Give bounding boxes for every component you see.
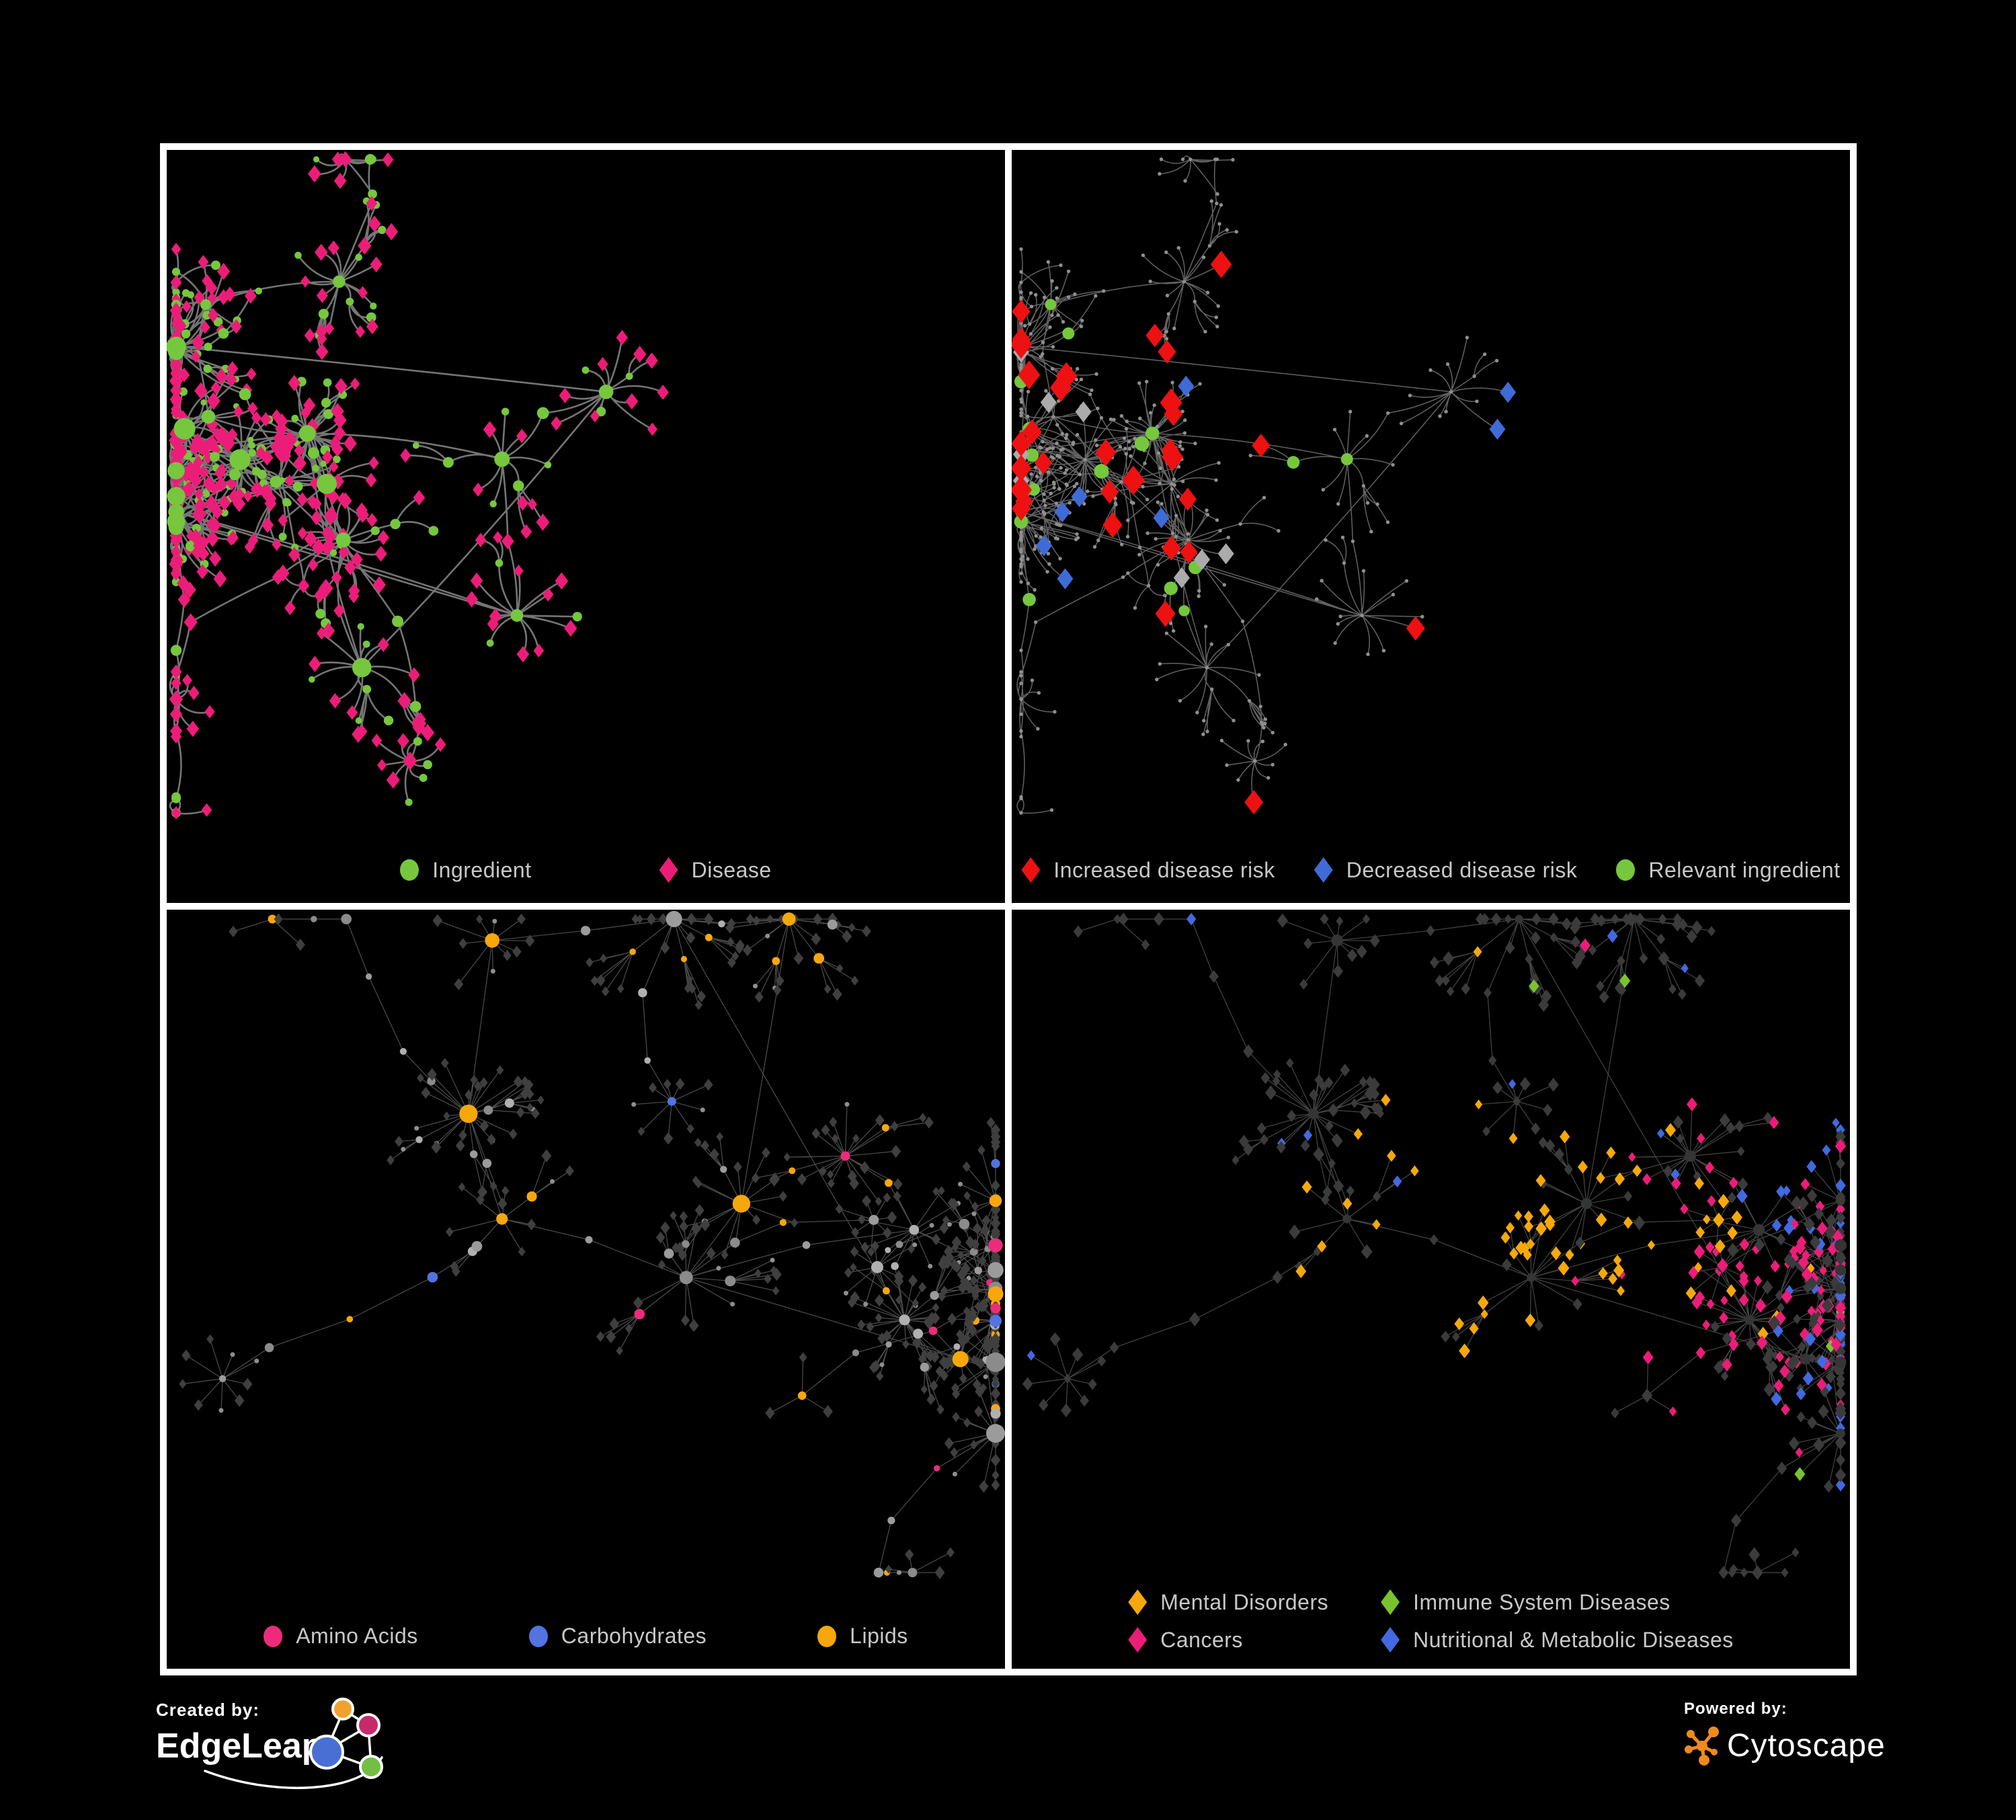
legend-label: Carbohydrates <box>561 1624 707 1648</box>
cytoscape-logo-icon <box>1685 1727 1719 1766</box>
legend-item: Increased disease risk <box>1021 857 1275 883</box>
legend-label: Relevant ingredient <box>1648 857 1841 882</box>
legend-label: Immune System Diseases <box>1413 1589 1670 1614</box>
legend-item: Disease <box>659 857 772 883</box>
legend-marker-diamond-icon <box>1381 1627 1400 1653</box>
legend-item: Ingredient <box>400 858 531 883</box>
legend-ingredient-disease: Ingredient Disease <box>167 857 1005 883</box>
edgeleap-wordmark: EdgeLeap <box>156 1727 323 1766</box>
legend-item: Nutritional & Metabolic Diseases <box>1381 1627 1734 1653</box>
legend-marker-circle-icon <box>528 1625 548 1647</box>
panel-ingredient-disease: Ingredient Disease <box>160 143 1012 910</box>
network-graph-disease-risk-icon <box>1012 155 1517 815</box>
legend-marker-circle-icon <box>817 1625 837 1647</box>
legend-label: Amino Acids <box>296 1624 418 1648</box>
legend-item: Amino Acids <box>264 1624 418 1649</box>
panel-disease-risk: Increased disease risk Decreased disease … <box>1005 143 1857 910</box>
legend-marker-diamond-icon <box>1021 857 1041 883</box>
legend-item: Lipids <box>817 1624 908 1649</box>
legend-item: Mental Disorders <box>1128 1589 1328 1615</box>
legend-label: Ingredient <box>432 857 532 882</box>
legend-marker-diamond-icon <box>659 857 678 883</box>
legend-item: Carbohydrates <box>528 1624 707 1649</box>
cytoscape-branding: Powered by: Cytoscape <box>1684 1700 1886 1787</box>
legend-marker-diamond-icon <box>1381 1589 1400 1615</box>
legend-label: Mental Disorders <box>1160 1589 1329 1614</box>
legend-label: Decreased disease risk <box>1346 857 1578 882</box>
legend-marker-diamond-icon <box>1128 1627 1147 1653</box>
network-graph-disease-categories-icon <box>1022 912 1847 1580</box>
cytoscape-wordmark: Cytoscape <box>1727 1727 1886 1764</box>
edgeleap-logo-icon <box>204 1698 383 1789</box>
legend-marker-diamond-icon <box>1128 1589 1147 1615</box>
powered-by-label: Powered by: <box>1684 1700 1787 1718</box>
legend-marker-circle-icon <box>264 1625 283 1647</box>
edgeleap-branding: Created by: EdgeLeap <box>156 1698 383 1807</box>
panel-nutrient-classes: Amino Acids Carbohydrates Lipids <box>160 903 1012 1675</box>
created-by-label: Created by: <box>156 1700 260 1720</box>
legend-label: Lipids <box>850 1624 908 1648</box>
legend-marker-diamond-icon <box>1314 857 1333 883</box>
legend-label: Disease <box>691 857 772 882</box>
legend-item: Immune System Diseases <box>1381 1589 1734 1615</box>
network-graph-nutrient-classes-icon <box>179 910 1005 1579</box>
legend-label: Nutritional & Metabolic Diseases <box>1413 1627 1734 1652</box>
legend-item: Cancers <box>1128 1627 1328 1653</box>
legend-label: Cancers <box>1160 1627 1243 1652</box>
legend-nutrient-classes: Amino Acids Carbohydrates Lipids <box>167 1624 1005 1649</box>
panel-disease-categories: Mental Disorders Immune System Diseases Ca… <box>1005 903 1857 1675</box>
legend-label: Increased disease risk <box>1053 857 1275 882</box>
legend-disease-risk: Increased disease risk Decreased disease … <box>1012 857 1850 883</box>
legend-item: Decreased disease risk <box>1314 857 1578 883</box>
network-graph-ingredient-disease-icon <box>167 151 669 820</box>
legend-marker-circle-icon <box>1616 859 1636 881</box>
legend-item: Relevant ingredient <box>1616 858 1840 883</box>
legend-marker-circle-icon <box>400 859 419 881</box>
legend-disease-categories: Mental Disorders Immune System Diseases Ca… <box>1012 1589 1850 1653</box>
